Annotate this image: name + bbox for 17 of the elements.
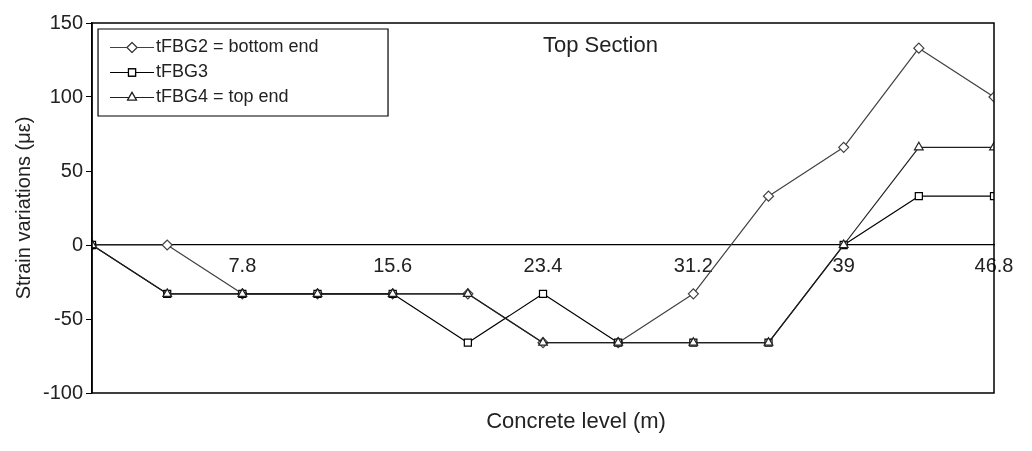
y-tick-label: 0 xyxy=(71,232,84,255)
x-axis-title: Concrete level (m) xyxy=(485,408,667,434)
y-axis-title: Strain variations (με) xyxy=(11,116,34,300)
x-tick-label: 7.8 xyxy=(228,253,257,276)
x-tick-label: 31.2 xyxy=(673,253,713,276)
x-tick-label: 23.4 xyxy=(523,253,563,276)
x-tick-label: 15.6 xyxy=(373,253,413,276)
y-tick-label: 150 xyxy=(49,10,84,33)
legend-label: tFBG2 = bottom end xyxy=(156,36,319,57)
y-tick-label: -100 xyxy=(43,380,84,403)
y-tick-label: -50 xyxy=(54,306,84,329)
y-tick-label: 50 xyxy=(60,158,84,181)
y-tick-label: 100 xyxy=(49,84,84,107)
legend-label: tFBG4 = top end xyxy=(156,86,289,107)
chart-title: Top Section xyxy=(543,32,658,58)
x-tick-label: 39 xyxy=(832,253,855,276)
legend-label: tFBG3 xyxy=(156,61,209,82)
